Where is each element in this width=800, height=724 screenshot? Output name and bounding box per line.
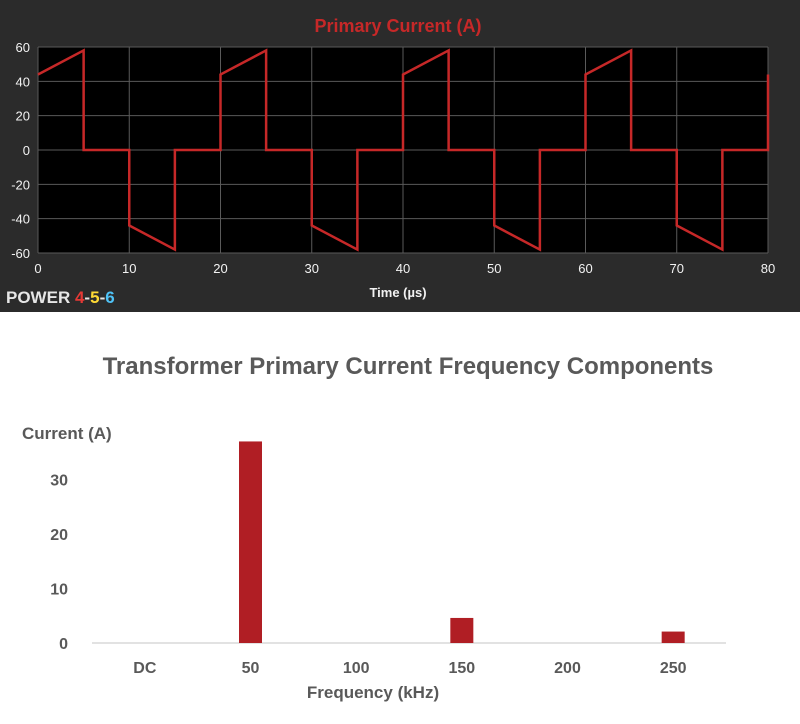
x-tick-label: 250 [660,660,687,677]
bar-250 [661,631,685,643]
series-line [37,48,770,252]
frequency-panel: Transformer Primary Current Frequency Co… [0,312,800,724]
power-456-logo: POWER 4-5-6 [6,288,115,307]
logo-separator: - [100,288,106,307]
x-axis-label: Frequency (kHz) [307,683,439,702]
x-tick-label: 80 [761,261,775,276]
y-tick-label: -40 [11,212,30,227]
y-tick-label: 20 [16,109,30,124]
x-tick-label: 20 [213,261,227,276]
y-tick-label: -20 [11,177,30,192]
y-tick-label: 0 [59,636,68,653]
chart-title: Primary Current (A) [314,16,481,36]
x-tick-label: 70 [670,261,684,276]
y-tick-label: 0 [23,143,30,158]
x-tick-label: 30 [305,261,319,276]
y-axis-label: Current (A) [22,424,112,443]
logo-digit-4: 4 [75,288,85,307]
y-tick-label: 40 [16,74,30,89]
x-tick-label: 100 [343,660,370,677]
x-tick-label: 60 [578,261,592,276]
x-tick-label: 200 [554,660,581,677]
frequency-chart: Transformer Primary Current Frequency Co… [22,353,726,702]
x-axis-ticks: 0 10 20 30 40 50 60 70 80 [34,261,775,276]
y-axis-ticks: 0 10 20 30 [50,473,68,653]
logo-separator: - [84,288,90,307]
y-tick-label: -60 [11,246,30,261]
logo-digit-6: 6 [105,288,114,307]
y-tick-label: 60 [16,40,30,55]
y-tick-label: 10 [50,582,68,599]
time-domain-panel: Primary Current (A) 60 40 20 0 -20 -40 -60 0 10… [0,0,800,312]
x-tick-label: 0 [34,261,41,276]
x-tick-label: DC [133,660,157,677]
x-axis-ticks: DC 50 100 150 200 250 [133,660,686,677]
y-tick-label: 20 [50,527,68,544]
x-axis-label: Time (µs) [369,285,426,300]
x-tick-label: 10 [122,261,136,276]
bar-50 [239,441,262,643]
series-group [37,48,770,252]
x-tick-label: 50 [487,261,501,276]
bar-150 [450,617,474,643]
logo-digit-5: 5 [90,288,99,307]
x-tick-label: 40 [396,261,410,276]
chart-title: Transformer Primary Current Frequency Co… [103,353,714,380]
x-tick-label: 150 [448,660,475,677]
logo-word: POWER [6,288,75,307]
x-tick-label: 50 [242,660,260,677]
y-axis-ticks: 60 40 20 0 -20 -40 -60 [11,40,30,261]
bars-group [239,441,685,643]
y-tick-label: 30 [50,473,68,490]
